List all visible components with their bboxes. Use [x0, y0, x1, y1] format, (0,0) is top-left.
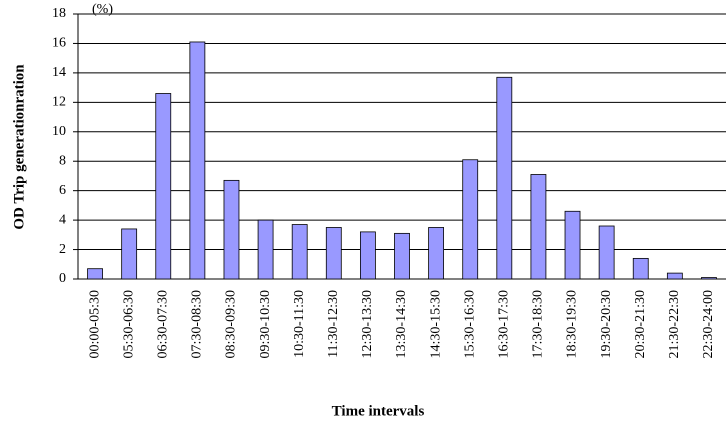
x-axis-label: Time intervals	[332, 403, 425, 419]
x-tick-label: 05:30-06:30	[121, 290, 136, 358]
bar	[462, 159, 479, 280]
y-tick-label: 2	[59, 242, 66, 257]
bar	[530, 174, 547, 280]
x-tick-label: 16:30-17:30	[497, 290, 512, 358]
x-tick-label: 15:30-16:30	[462, 290, 477, 358]
x-tick-label: 12:30-13:30	[360, 290, 375, 358]
bar	[325, 227, 342, 280]
y-tick-label: 6	[59, 183, 66, 198]
y-axis-label: OD Trip generationration	[11, 64, 27, 230]
y-tick-label: 8	[59, 153, 66, 168]
bar	[666, 272, 683, 280]
bar	[121, 228, 138, 280]
bar	[564, 210, 581, 280]
bar	[496, 76, 513, 280]
x-tick-label: 13:30-14:30	[394, 290, 409, 358]
bar	[155, 93, 172, 280]
x-tick-label: 20:30-21:30	[633, 290, 648, 358]
bar	[394, 232, 410, 280]
x-tick-label: 17:30-18:30	[531, 290, 546, 358]
y-tick-label: 14	[52, 65, 66, 80]
x-tick-label: 22:30-24:00	[701, 290, 716, 358]
x-tick-label: 09:30-10:30	[258, 290, 273, 358]
bar	[189, 41, 206, 280]
y-tick-label: 16	[52, 36, 66, 51]
bar	[598, 225, 615, 280]
x-tick-label: 08:30-09:30	[224, 290, 239, 358]
x-tick-label: 21:30-22:30	[667, 290, 682, 358]
x-tick-label: 14:30-15:30	[428, 290, 443, 358]
x-tick-label: 18:30-19:30	[565, 290, 580, 358]
y-tick-label: 0	[59, 271, 66, 286]
y-tick-label: 4	[59, 212, 66, 227]
y-tick-label: 12	[52, 95, 66, 110]
bar	[257, 219, 274, 280]
bar	[632, 257, 649, 280]
bar	[701, 277, 717, 280]
bar	[87, 268, 103, 280]
x-tick-label: 00:00-05:30	[87, 290, 102, 358]
y-tick-label: 18	[52, 6, 66, 21]
bar	[223, 179, 240, 280]
x-tick-label: 19:30-20:30	[599, 290, 614, 358]
bar	[291, 224, 308, 280]
x-tick-label: 06:30-07:30	[155, 290, 170, 358]
bar	[359, 231, 376, 280]
x-tick-label: 10:30-11:30	[292, 290, 307, 358]
x-tick-label: 07:30-08:30	[190, 290, 205, 358]
y-unit: (%)	[92, 2, 113, 17]
bar	[428, 227, 445, 280]
y-tick-label: 10	[52, 124, 66, 139]
x-tick-label: 11:30-12:30	[326, 290, 341, 358]
